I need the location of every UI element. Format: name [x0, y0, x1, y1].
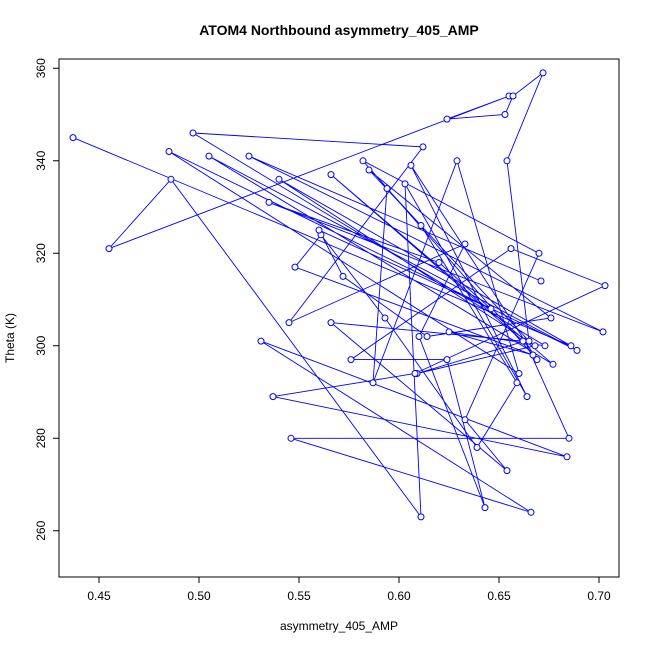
data-point: [287, 434, 295, 442]
data-point: [105, 245, 113, 253]
data-point: [291, 263, 299, 271]
data-point: [167, 175, 175, 183]
data-point: [401, 180, 409, 188]
data-point: [435, 259, 443, 266]
data-point: [269, 393, 277, 401]
data-point: [407, 161, 415, 169]
data-point: [523, 393, 531, 401]
data-point: [503, 157, 511, 165]
data-point: [567, 342, 575, 350]
y-tick-label: 300: [34, 335, 48, 355]
data-point: [507, 245, 515, 253]
data-point: [165, 148, 173, 155]
data-point: [415, 333, 423, 340]
x-tick-label: 0.70: [587, 589, 611, 603]
data-point: [365, 166, 373, 174]
y-axis-label: Theta (K): [3, 313, 17, 363]
data-point: [443, 356, 451, 364]
data-point: [503, 467, 511, 475]
data-point: [419, 143, 427, 151]
series-layer: [69, 69, 609, 521]
data-point: [549, 360, 557, 368]
data-point: [573, 346, 581, 354]
data-point: [563, 453, 571, 461]
data-point: [245, 152, 253, 160]
x-axis-label: asymmetry_405_AMP: [280, 619, 398, 633]
y-tick-label: 320: [34, 243, 48, 263]
data-point: [599, 328, 607, 336]
data-point: [537, 277, 545, 285]
data-point: [275, 175, 283, 183]
data-point: [519, 337, 527, 345]
data-point: [565, 434, 573, 442]
data-point: [453, 157, 461, 165]
data-point: [461, 416, 469, 424]
data-point: [69, 134, 77, 142]
x-tick-label: 0.55: [287, 589, 311, 603]
y-tick-label: 360: [34, 58, 48, 78]
x-tick-label: 0.65: [487, 589, 511, 603]
data-point: [285, 319, 293, 327]
data-point: [423, 333, 431, 340]
series-line: [72, 71, 607, 519]
y-tick-label: 340: [34, 150, 48, 170]
data-point: [541, 342, 549, 350]
data-point: [539, 69, 547, 77]
data-point: [443, 115, 451, 123]
data-point: [531, 342, 539, 350]
data-point: [529, 351, 537, 359]
data-point: [533, 356, 541, 364]
data-point: [527, 508, 535, 516]
x-axis: 0.45 0.50 0.55 0.60 0.65 0.70: [87, 576, 611, 603]
data-point: [601, 282, 609, 290]
data-point: [369, 379, 377, 387]
data-point: [189, 129, 197, 137]
data-point: [501, 111, 509, 118]
data-point: [205, 152, 213, 160]
data-point: [525, 337, 533, 345]
data-point: [383, 185, 391, 192]
data-point: [315, 226, 323, 234]
data-point: [411, 370, 419, 377]
data-point: [381, 314, 389, 322]
data-point: [417, 513, 425, 521]
data-point: [487, 305, 495, 313]
data-point: [327, 171, 335, 179]
x-tick-label: 0.60: [387, 589, 411, 603]
data-point: [509, 92, 517, 100]
chart-title: ATOM4 Northbound asymmetry_405_AMP: [199, 22, 479, 38]
data-point: [461, 240, 469, 248]
data-point: [535, 249, 543, 257]
data-point: [515, 370, 523, 377]
data-point: [547, 314, 555, 322]
data-point: [417, 222, 425, 229]
data-point: [347, 356, 355, 364]
data-point: [473, 444, 481, 451]
y-axis: 260 280 300 320 340 360: [34, 58, 60, 541]
data-point: [339, 272, 347, 280]
y-tick-label: 260: [34, 520, 48, 540]
data-point: [359, 157, 367, 165]
x-tick-label: 0.45: [87, 589, 111, 603]
data-point: [265, 198, 273, 206]
y-tick-label: 280: [34, 428, 48, 448]
data-point: [481, 504, 489, 512]
x-tick-label: 0.50: [187, 589, 211, 603]
data-point: [327, 319, 335, 327]
data-point: [513, 379, 521, 387]
data-point: [257, 337, 265, 345]
data-point: [445, 328, 453, 336]
